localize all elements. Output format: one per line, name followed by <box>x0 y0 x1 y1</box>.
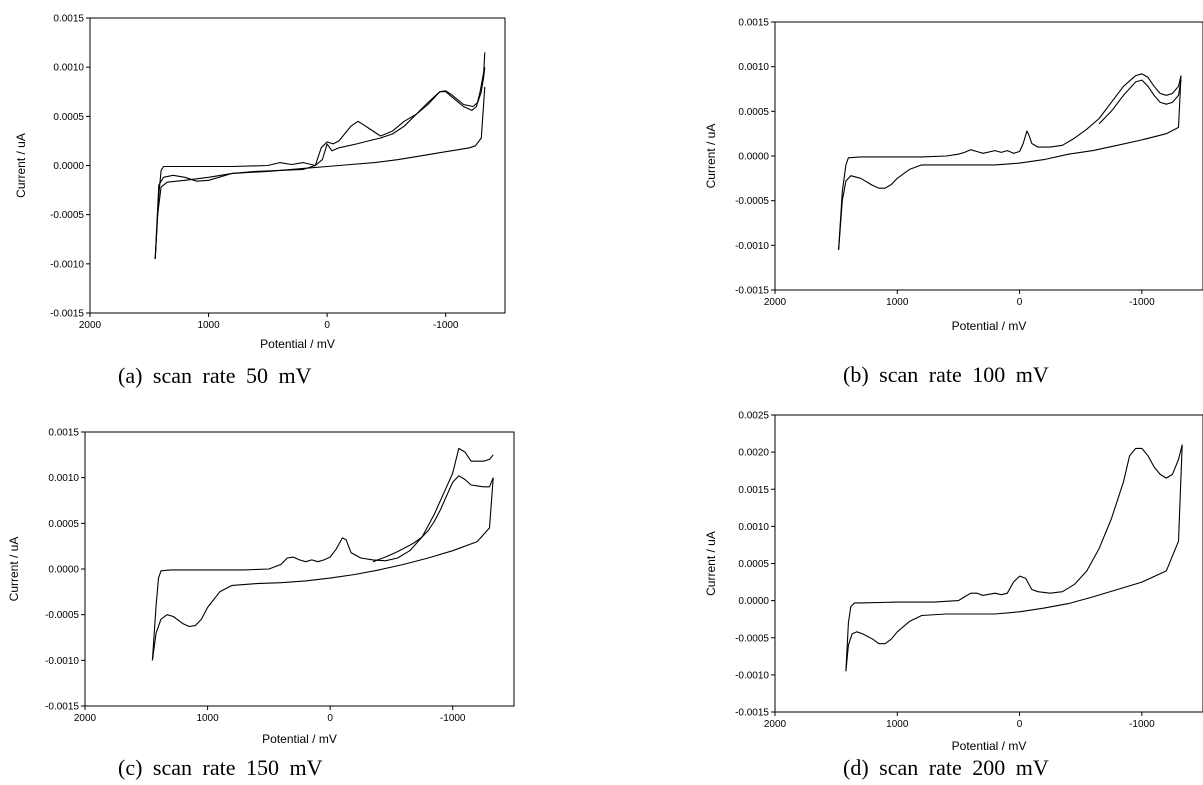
chart-panel-c: 2000 1000 0 -1000 -0.0015 -0.0010 -0.0005 0.000… <box>0 400 560 785</box>
y-tick-label: 0.0000 <box>738 596 769 607</box>
y-tick-label: 0.0000 <box>738 152 769 163</box>
cv-series-line <box>845 444 1183 672</box>
y-tick-label: -0.0015 <box>50 309 84 320</box>
cv-series-line <box>151 477 494 661</box>
x-tick-label: -1000 <box>1129 297 1155 308</box>
x-axis-label: Potential / mV <box>952 319 1027 333</box>
x-tick-label: -1000 <box>433 320 459 331</box>
y-tick-label: 0.0015 <box>53 14 84 25</box>
x-tick-label: 2000 <box>764 719 787 730</box>
y-tick-label: 0.0005 <box>53 112 84 123</box>
x-tick-label: 1000 <box>196 713 219 724</box>
y-tick-label: 0.0010 <box>738 62 769 73</box>
y-tick-label: 0.0020 <box>738 448 769 459</box>
cv-series-line <box>154 67 486 259</box>
y-tick-label: 0.0025 <box>738 411 769 422</box>
x-tick-label: 0 <box>324 320 330 331</box>
cv-series-line <box>838 73 1182 250</box>
chart-c: 2000 1000 0 -1000 -0.0015 -0.0010 -0.0005 0.000… <box>7 428 515 746</box>
y-tick-label: -0.0005 <box>735 196 769 207</box>
y-tick-label: -0.0010 <box>735 241 769 252</box>
x-tick-label: 2000 <box>79 320 102 331</box>
x-tick-label: 1000 <box>197 320 220 331</box>
y-tick-label: 0.0010 <box>738 522 769 533</box>
plot-frame <box>774 21 1203 291</box>
y-tick-label: -0.0010 <box>45 656 79 667</box>
y-tick-label: -0.0005 <box>735 633 769 644</box>
x-tick-label: 1000 <box>886 719 909 730</box>
cv-series-line <box>372 475 494 563</box>
chart-caption: (b) scan rate 100 mV <box>843 362 1049 387</box>
y-tick-label: -0.0015 <box>45 702 79 713</box>
y-tick-label: 0.0005 <box>738 559 769 570</box>
cv-series-line <box>154 52 486 259</box>
y-axis-label: Current / uA <box>704 531 718 596</box>
x-tick-label: 2000 <box>74 713 97 724</box>
x-axis-label: Potential / mV <box>262 732 337 746</box>
x-tick-label: -1000 <box>1129 719 1155 730</box>
cv-series-line <box>151 447 494 661</box>
y-tick-label: 0.0005 <box>738 107 769 118</box>
cv-series-line <box>1098 79 1182 125</box>
chart-a: 2000 1000 0 -1000 -0.0015 -0.0010 -0.0005 0.000… <box>14 14 506 351</box>
y-axis-label: Current / uA <box>14 133 28 198</box>
chart-panel-d: 2000 1000 0 -1000 -0.0015 -0.0010 -0.0005 0.000… <box>640 400 1203 785</box>
y-tick-label: -0.0010 <box>50 259 84 270</box>
y-tick-label: 0.0000 <box>48 565 79 576</box>
y-tick-label: 0.0010 <box>48 473 79 484</box>
x-tick-label: 0 <box>1017 297 1023 308</box>
chart-d: 2000 1000 0 -1000 -0.0015 -0.0010 -0.0005 0.000… <box>704 411 1203 753</box>
chart-caption: (a) scan rate 50 mV <box>118 363 312 388</box>
cv-series-line <box>838 75 1182 250</box>
y-tick-label: 0.0015 <box>738 18 769 29</box>
chart-caption: (c) scan rate 150 mV <box>118 755 323 780</box>
x-tick-label: 1000 <box>886 297 909 308</box>
y-tick-label: -0.0015 <box>735 708 769 719</box>
y-tick-label: -0.0005 <box>50 210 84 221</box>
x-tick-label: -1000 <box>440 713 466 724</box>
cv-series-line <box>154 86 486 259</box>
plot-frame <box>89 17 506 314</box>
y-tick-label: -0.0015 <box>735 286 769 297</box>
chart-panel-a: 2000 1000 0 -1000 -0.0015 -0.0010 -0.0005 0.000… <box>0 0 560 400</box>
chart-b: 2000 1000 0 -1000 -0.0015 -0.0010 -0.0005 0.000… <box>704 18 1203 333</box>
y-axis-label: Current / uA <box>704 124 718 189</box>
x-tick-label: 0 <box>327 713 333 724</box>
x-axis-label: Potential / mV <box>952 739 1027 753</box>
x-tick-label: 2000 <box>764 297 787 308</box>
y-tick-label: 0.0010 <box>53 63 84 74</box>
y-tick-label: 0.0000 <box>53 161 84 172</box>
plot-frame <box>774 414 1203 713</box>
y-tick-label: -0.0010 <box>735 670 769 681</box>
x-axis-label: Potential / mV <box>260 337 335 351</box>
plot-frame <box>84 431 515 707</box>
y-axis-label: Current / uA <box>7 537 21 602</box>
x-tick-label: 0 <box>1017 719 1023 730</box>
y-tick-label: -0.0005 <box>45 610 79 621</box>
y-tick-label: 0.0005 <box>48 519 79 530</box>
cv-series-line <box>845 444 1183 672</box>
chart-caption: (d) scan rate 200 mV <box>843 755 1049 780</box>
chart-panel-b: 2000 1000 0 -1000 -0.0015 -0.0010 -0.0005 0.000… <box>640 0 1203 400</box>
y-tick-label: 0.0015 <box>738 485 769 496</box>
y-tick-label: 0.0015 <box>48 428 79 439</box>
